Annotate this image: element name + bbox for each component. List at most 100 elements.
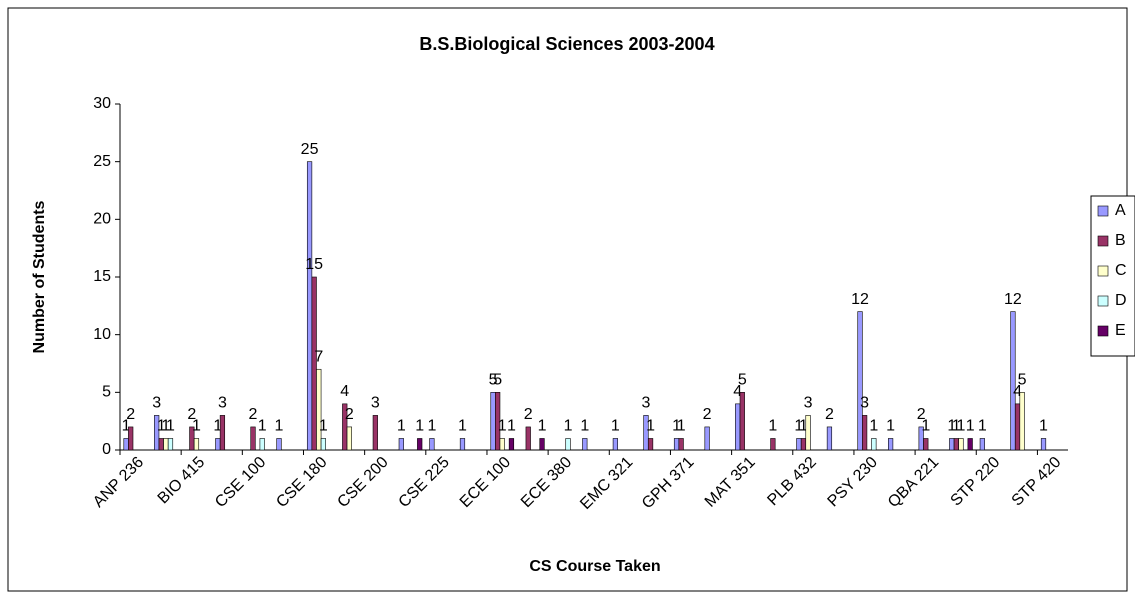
data-label: 1	[952, 418, 961, 435]
bar	[346, 426, 352, 451]
bar	[495, 392, 501, 451]
data-label: 1	[869, 418, 878, 435]
bar	[678, 438, 684, 451]
bar	[499, 438, 505, 451]
y-tick-label: 30	[93, 95, 111, 112]
data-label: 1	[538, 418, 547, 435]
bar	[857, 311, 863, 451]
bar	[508, 438, 515, 451]
bar	[219, 415, 226, 451]
data-label: 4	[733, 383, 742, 400]
data-label: 1	[978, 418, 987, 435]
data-label: 4	[1013, 383, 1022, 400]
bar	[525, 426, 531, 451]
data-label: 2	[345, 406, 354, 423]
data-label: 1	[646, 418, 655, 435]
bar	[306, 161, 313, 451]
bar	[259, 438, 265, 451]
bar	[826, 426, 833, 451]
data-label: 1	[947, 418, 956, 435]
bar	[123, 438, 129, 451]
bar	[871, 438, 877, 451]
bar	[459, 438, 466, 451]
bar	[673, 438, 680, 451]
bar	[862, 415, 868, 451]
bar	[796, 438, 802, 451]
legend-label: D	[1115, 292, 1127, 309]
bar	[215, 438, 221, 451]
data-label: 3	[218, 395, 227, 412]
data-label: 15	[305, 256, 323, 273]
bar	[1010, 311, 1016, 451]
y-tick-label: 25	[93, 153, 111, 170]
data-label: 5	[493, 372, 502, 389]
data-label: 2	[917, 406, 926, 423]
bar	[320, 438, 326, 451]
bar	[953, 438, 959, 451]
bar	[958, 438, 964, 451]
data-label: 1	[213, 418, 222, 435]
data-label: 5	[738, 372, 747, 389]
bar	[154, 415, 160, 451]
data-label: 1	[564, 418, 573, 435]
bar	[979, 438, 985, 451]
legend-label: A	[1115, 202, 1126, 219]
bar	[250, 426, 256, 451]
legend-swatch	[1097, 205, 1109, 217]
data-label: 4	[340, 383, 349, 400]
bar	[647, 438, 654, 451]
data-label: 1	[921, 418, 930, 435]
data-label: 12	[851, 291, 869, 308]
data-label: 1	[507, 418, 516, 435]
data-label: 1	[258, 418, 267, 435]
bar	[805, 415, 811, 451]
bar	[398, 438, 404, 451]
data-label: 1	[677, 418, 686, 435]
data-label: 5	[1018, 372, 1027, 389]
data-label: 1	[122, 418, 131, 435]
data-label: 1	[799, 418, 808, 435]
bar	[612, 438, 618, 451]
data-label: 1	[611, 418, 620, 435]
bar	[429, 438, 435, 451]
data-label: 1	[415, 418, 424, 435]
bar	[163, 438, 169, 451]
data-label: 1	[672, 418, 681, 435]
bar	[739, 392, 745, 451]
chart-border	[7, 7, 1128, 592]
bar	[643, 415, 649, 451]
bar	[490, 392, 496, 451]
legend-label: C	[1115, 262, 1127, 279]
bar	[923, 438, 929, 451]
legend-label: B	[1115, 232, 1126, 249]
bar	[949, 438, 955, 451]
legend-label: E	[1115, 322, 1126, 339]
data-label: 1	[1039, 418, 1048, 435]
data-label: 1	[458, 418, 467, 435]
bar	[276, 438, 282, 451]
data-label: 3	[860, 395, 869, 412]
bar	[1019, 392, 1025, 451]
data-label: 3	[804, 395, 813, 412]
data-label: 12	[1004, 291, 1022, 308]
data-label: 2	[126, 406, 135, 423]
data-label: 1	[794, 418, 803, 435]
bar	[704, 426, 710, 451]
data-label: 2	[524, 406, 533, 423]
data-label: 1	[397, 418, 406, 435]
data-label: 1	[319, 418, 328, 435]
data-label: 1	[166, 418, 175, 435]
bar	[770, 438, 776, 451]
data-label: 1	[427, 418, 436, 435]
bar	[128, 426, 134, 451]
bar	[735, 403, 741, 451]
bar	[1040, 438, 1047, 451]
data-label: 3	[642, 395, 651, 412]
legend-swatch	[1097, 265, 1109, 277]
y-tick-label: 10	[93, 326, 111, 343]
bar	[800, 438, 807, 451]
bar	[372, 415, 378, 451]
bar	[565, 438, 571, 451]
data-label: 3	[371, 395, 380, 412]
